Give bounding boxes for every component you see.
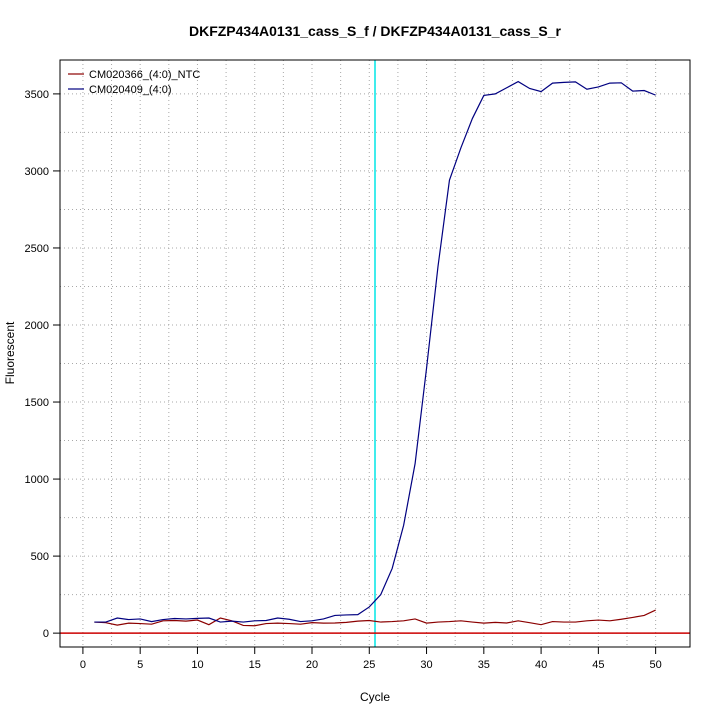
y-tick-label: 3500 bbox=[25, 89, 49, 101]
x-tick-label: 10 bbox=[191, 659, 203, 671]
x-tick-label: 20 bbox=[306, 659, 318, 671]
series-line-2 bbox=[94, 80, 656, 623]
y-tick-label: 0 bbox=[43, 628, 49, 640]
legend-label-1: CM020366_(4:0)_NTC bbox=[89, 69, 200, 81]
y-tick-label: 3000 bbox=[25, 166, 49, 178]
x-tick-label: 5 bbox=[137, 659, 143, 671]
series-line-1 bbox=[94, 609, 656, 627]
x-tick-label: 35 bbox=[478, 659, 490, 671]
x-tick-label: 40 bbox=[535, 659, 547, 671]
y-tick-label: 1000 bbox=[25, 474, 49, 486]
chart-title: DKFZP434A0131_cass_S_f / DKFZP434A0131_c… bbox=[189, 23, 562, 39]
y-tick-label: 500 bbox=[31, 551, 49, 563]
x-tick-label: 45 bbox=[592, 659, 604, 671]
x-axis-label: Cycle bbox=[360, 690, 390, 704]
threshold-group bbox=[60, 60, 690, 647]
series-group bbox=[94, 80, 656, 627]
legend-label-2: CM020409_(4:0) bbox=[89, 84, 172, 96]
plot-frame bbox=[59, 59, 691, 648]
y-tick-label: 2000 bbox=[25, 320, 49, 332]
y-axis: 0 500 1000 1500 2000 2500 3000 3500 bbox=[25, 89, 60, 640]
y-axis-label: Fluorescent bbox=[3, 321, 17, 384]
x-tick-label: 50 bbox=[650, 659, 662, 671]
x-tick-label: 30 bbox=[420, 659, 432, 671]
x-tick-label: 15 bbox=[249, 659, 261, 671]
x-axis: 0 5 10 15 20 25 30 35 40 45 50 bbox=[80, 647, 662, 671]
grid bbox=[60, 60, 690, 647]
legend: CM020366_(4:0)_NTC CM020409_(4:0) bbox=[68, 69, 200, 96]
x-tick-label: 0 bbox=[80, 659, 86, 671]
y-tick-label: 2500 bbox=[25, 243, 49, 255]
x-tick-label: 25 bbox=[363, 659, 375, 671]
y-tick-label: 1500 bbox=[25, 397, 49, 409]
